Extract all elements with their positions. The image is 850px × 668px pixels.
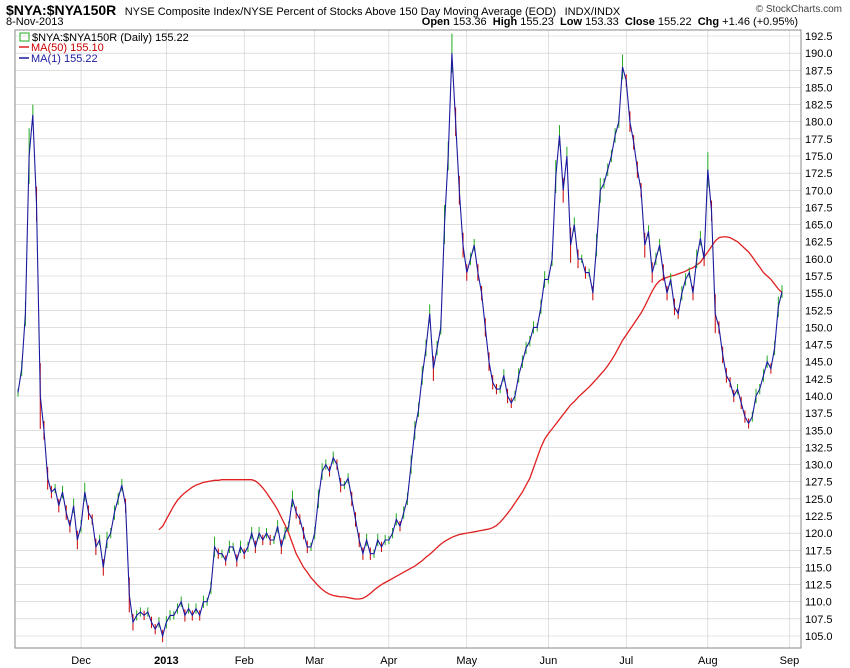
- price-bars: [17, 33, 783, 643]
- legend-main-swatch: [19, 32, 30, 42]
- open-value: 153.36: [452, 16, 487, 28]
- y-tick-label: 162.5: [805, 237, 833, 249]
- y-tick-label: 142.5: [805, 374, 833, 386]
- chart-description: NYSE Composite Index/NYSE Percent of Sto…: [124, 6, 557, 18]
- ma50-series: [158, 236, 783, 600]
- y-tick-label: 167.5: [805, 202, 833, 214]
- y-tick-label: 127.5: [805, 477, 833, 489]
- chg-value: +1.46 (+0.95%): [722, 16, 798, 28]
- y-tick-label: 105.0: [805, 631, 833, 643]
- chg-label: Chg: [697, 16, 720, 28]
- y-tick-label: 190.0: [805, 48, 833, 60]
- y-tick-label: 182.5: [805, 100, 833, 112]
- legend-ma1: MA(1) 155.22: [31, 53, 98, 65]
- grid-lines: [15, 30, 801, 648]
- low-value: 153.33: [585, 16, 619, 28]
- y-tick-label: 175.0: [805, 151, 833, 163]
- x-tick-label: Jun: [539, 655, 557, 667]
- close-value: 155.22: [657, 16, 692, 28]
- x-tick-label: May: [456, 655, 477, 667]
- y-tick-label: 137.5: [805, 408, 833, 420]
- y-tick-label: 135.0: [805, 425, 833, 437]
- chart-title: $NYA:$NYA150R NYSE Composite Index/NYSE …: [6, 2, 844, 18]
- y-tick-label: 122.5: [805, 511, 833, 523]
- y-axis: 105.0 107.5 110.0 112.5 115.0 117.5 120.0 122.5…: [805, 31, 833, 643]
- high-label: High: [492, 16, 518, 28]
- x-axis: Dec2013FebMarAprMayJunJulAugSepOctNov: [71, 655, 800, 667]
- legend-main: $NYA:$NYA150R (Daily) 155.22: [32, 32, 189, 44]
- legend-ma50: MA(50) 155.10: [31, 42, 104, 54]
- x-tick-label: Aug: [698, 655, 718, 667]
- x-tick-label: Dec: [71, 655, 91, 667]
- y-tick-label: 150.0: [805, 322, 833, 334]
- close-label: Close: [624, 16, 655, 28]
- y-tick-label: 125.0: [805, 494, 833, 506]
- ma50-line: [158, 236, 783, 600]
- y-tick-label: 172.5: [805, 168, 833, 180]
- y-tick-label: 117.5: [805, 545, 832, 557]
- chart-symbol: $NYA:$NYA150R: [6, 2, 117, 18]
- y-tick-label: 147.5: [805, 340, 833, 352]
- y-tick-label: 140.0: [805, 391, 833, 403]
- chart-date: 8-Nov-2013: [6, 16, 64, 28]
- y-tick-label: 192.5: [805, 31, 833, 43]
- x-tick-label: Apr: [380, 655, 397, 667]
- y-tick-label: 180.0: [805, 117, 833, 129]
- y-tick-label: 165.0: [805, 220, 833, 232]
- y-tick-label: 145.0: [805, 357, 833, 369]
- plot-frame: [14, 29, 802, 649]
- y-tick-label: 177.5: [805, 134, 833, 146]
- y-tick-label: 112.5: [805, 580, 832, 592]
- y-tick-label: 107.5: [805, 614, 833, 626]
- copyright-label: © StockCharts.com: [755, 4, 842, 15]
- y-tick-label: 170.0: [805, 185, 833, 197]
- y-tick-label: 187.5: [805, 65, 833, 77]
- x-tick-label: Sep: [780, 655, 800, 667]
- chart-exchange: INDX/INDX: [564, 6, 621, 18]
- price-line: [17, 53, 783, 639]
- legend: $NYA:$NYA150R (Daily) 155.22 MA(50) 155.…: [19, 32, 189, 65]
- x-tick-label: Jul: [619, 655, 633, 667]
- y-tick-label: 132.5: [805, 442, 833, 454]
- open-label: Open: [421, 16, 450, 28]
- y-tick-label: 157.5: [805, 271, 833, 283]
- y-tick-label: 152.5: [805, 305, 833, 317]
- y-tick-label: 110.0: [805, 597, 832, 609]
- y-tick-label: 130.0: [805, 460, 833, 472]
- y-tick-label: 115.0: [805, 562, 832, 574]
- y-tick-label: 155.0: [805, 288, 833, 300]
- price-series: [17, 53, 783, 639]
- y-tick-label: 185.0: [805, 82, 833, 94]
- x-tick-label: Feb: [235, 655, 254, 667]
- low-label: Low: [560, 16, 583, 28]
- y-tick-label: 120.0: [805, 528, 833, 540]
- high-value: 155.23: [520, 16, 554, 28]
- ohlc-readout: Open 153.36 High 155.23 Low 153.33 Close…: [422, 16, 798, 28]
- x-tick-label: 2013: [154, 655, 178, 667]
- x-tick-label: Mar: [305, 655, 324, 667]
- y-tick-label: 160.0: [805, 254, 833, 266]
